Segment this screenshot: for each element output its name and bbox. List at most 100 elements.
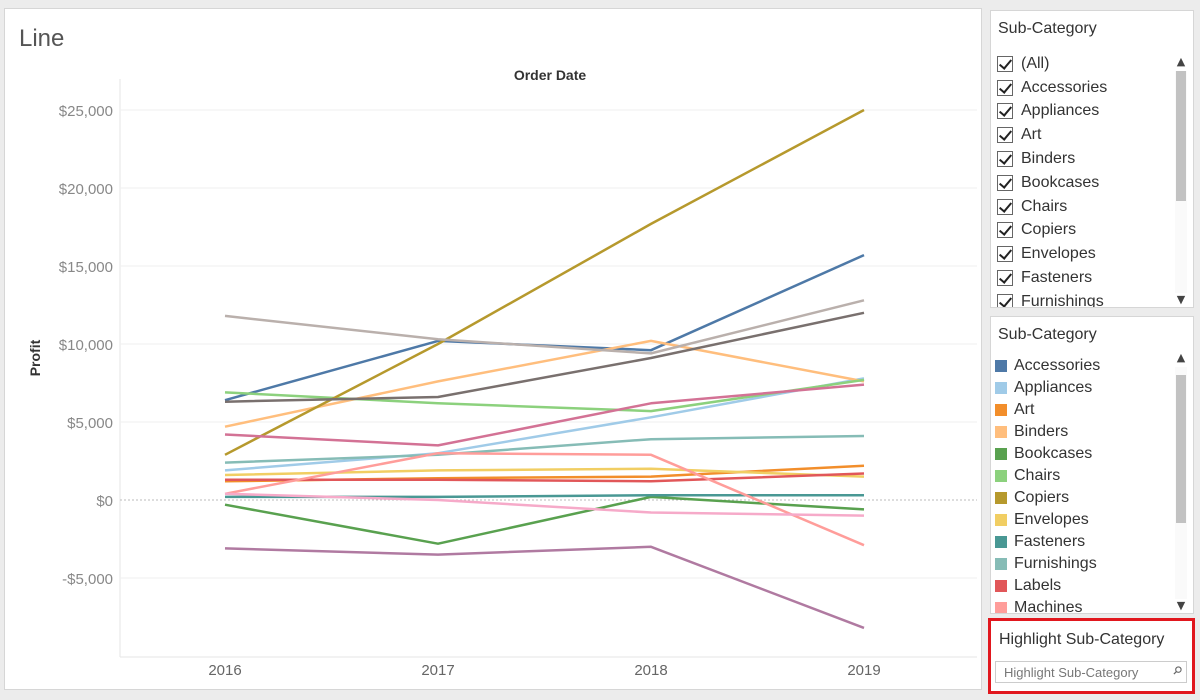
checkbox-checked-icon[interactable]	[997, 79, 1013, 96]
checkbox-checked-icon[interactable]	[997, 270, 1013, 287]
line-chart: -$5,000 $0 $5,000 $10,000 $15,000 $20,000 $25,…	[27, 79, 977, 679]
series-line	[224, 495, 865, 545]
scroll-up-icon[interactable]: ▲	[1176, 55, 1186, 68]
series-line	[224, 451, 865, 547]
sheet-title: Line	[19, 25, 65, 52]
filter-card-title: Sub-Category	[998, 20, 1097, 37]
legend-item[interactable]: Binders	[995, 421, 1171, 443]
filter-item[interactable]: Binders	[997, 147, 1171, 171]
legend-item[interactable]: Fasteners	[995, 531, 1171, 553]
legend-item-label: Furnishings	[1014, 555, 1097, 572]
checkbox-checked-icon[interactable]	[997, 246, 1013, 263]
legend-item[interactable]: Appliances	[995, 377, 1171, 399]
filter-item[interactable]: Accessories	[997, 76, 1171, 100]
sub-category-legend-card: Sub-Category Accessories Appliances Art Bin…	[990, 316, 1194, 614]
x-tick-label: 2019	[847, 662, 880, 679]
y-tick-label: $0	[96, 493, 113, 510]
series-line	[225, 472, 865, 483]
filter-item[interactable]: Envelopes	[997, 242, 1171, 266]
checkbox-checked-icon[interactable]	[997, 222, 1013, 239]
series-line	[224, 378, 865, 413]
legend-swatch	[995, 448, 1007, 460]
highlight-title: Highlight Sub-Category	[999, 631, 1165, 648]
filter-item[interactable]: (All)	[997, 52, 1171, 76]
scroll-up-icon[interactable]: ▲	[1176, 351, 1186, 364]
legend-item-label: Accessories	[1014, 357, 1101, 374]
legend-item[interactable]: Art	[995, 399, 1171, 421]
checkbox-checked-icon[interactable]	[997, 127, 1013, 144]
checkbox-checked-icon[interactable]	[997, 151, 1013, 168]
y-axis-title: Profit	[27, 339, 43, 376]
filter-item-label: Art	[1021, 126, 1042, 144]
legend-swatch	[995, 602, 1007, 613]
legend-item[interactable]: Envelopes	[995, 509, 1171, 531]
legend-swatch	[995, 514, 1007, 526]
filter-item-label: Envelopes	[1021, 245, 1096, 263]
legend-swatch	[995, 360, 1007, 372]
legend-item-label: Envelopes	[1014, 511, 1089, 528]
legend-swatch	[995, 426, 1007, 438]
series-line	[224, 492, 865, 517]
filter-list: (All) Accessories Appliances Art Binders Book…	[997, 52, 1171, 308]
legend-item-label: Fasteners	[1014, 533, 1086, 550]
filter-item[interactable]: Chairs	[997, 195, 1171, 219]
series-line	[224, 339, 865, 428]
filter-item-label: Furnishings	[1021, 292, 1104, 308]
legend-item[interactable]: Copiers	[995, 487, 1171, 509]
legend-item-label: Binders	[1014, 423, 1069, 440]
filter-item-label: (All)	[1021, 54, 1050, 72]
legend-item-label: Machines	[1014, 599, 1083, 614]
y-tick-label: $5,000	[67, 415, 113, 432]
scroll-thumb[interactable]	[1176, 375, 1186, 523]
legend-swatch	[995, 382, 1007, 394]
filter-item[interactable]: Bookcases	[997, 171, 1171, 195]
checkbox-checked-icon[interactable]	[997, 198, 1013, 215]
legend-scrollbar[interactable]: ▲ ▼	[1173, 351, 1189, 613]
filter-item[interactable]: Appliances	[997, 100, 1171, 124]
sub-category-filter-card: Sub-Category (All) Accessories Appliances A…	[990, 10, 1194, 308]
filter-item-label: Accessories	[1021, 78, 1108, 96]
legend-swatch	[995, 492, 1007, 504]
highlight-sub-category-card: Highlight Sub-Category	[988, 618, 1195, 694]
filter-item-label: Appliances	[1021, 102, 1100, 120]
checkbox-checked-icon[interactable]	[997, 55, 1013, 72]
series-line	[224, 383, 865, 447]
legend-item[interactable]: Furnishings	[995, 553, 1171, 575]
filter-item[interactable]: Furnishings	[997, 290, 1171, 308]
filter-scrollbar[interactable]: ▲ ▼	[1173, 55, 1189, 307]
legend-item[interactable]: Chairs	[995, 465, 1171, 487]
filter-item-label: Binders	[1021, 150, 1076, 168]
scroll-thumb[interactable]	[1176, 71, 1186, 201]
filter-item-label: Bookcases	[1021, 173, 1100, 191]
scroll-down-icon[interactable]: ▼	[1176, 293, 1186, 306]
legend-swatch	[995, 404, 1007, 416]
legend-item-label: Labels	[1014, 577, 1062, 594]
checkbox-checked-icon[interactable]	[997, 103, 1013, 120]
series-line	[224, 108, 865, 456]
series-line	[224, 299, 865, 355]
legend-item[interactable]: Bookcases	[995, 443, 1171, 465]
x-tick-label: 2018	[634, 662, 667, 679]
legend-item[interactable]: Accessories	[995, 355, 1171, 377]
x-tick-label: 2016	[208, 662, 241, 679]
y-tick-label: $20,000	[59, 181, 113, 198]
search-icon	[1173, 666, 1182, 675]
legend-item[interactable]: Labels	[995, 575, 1171, 597]
y-tick-label: $15,000	[59, 259, 113, 276]
filter-item[interactable]: Art	[997, 123, 1171, 147]
series-line	[224, 545, 865, 630]
legend-item[interactable]: Machines	[995, 597, 1171, 614]
legend-item-label: Chairs	[1014, 467, 1061, 484]
filter-item-label: Copiers	[1021, 221, 1077, 239]
filter-item-label: Chairs	[1021, 197, 1068, 215]
checkbox-checked-icon[interactable]	[997, 174, 1013, 191]
checkbox-checked-icon[interactable]	[997, 293, 1013, 307]
scroll-down-icon[interactable]: ▼	[1176, 599, 1186, 612]
filter-item[interactable]: Copiers	[997, 219, 1171, 243]
highlight-search-input[interactable]	[995, 661, 1187, 683]
legend-swatch	[995, 580, 1007, 592]
x-axis-title: Order Date	[513, 67, 587, 83]
filter-item[interactable]: Fasteners	[997, 266, 1171, 290]
color-legend: Accessories Appliances Art Binders Bookcases…	[995, 355, 1171, 614]
y-tick-label: -$5,000	[62, 571, 113, 588]
